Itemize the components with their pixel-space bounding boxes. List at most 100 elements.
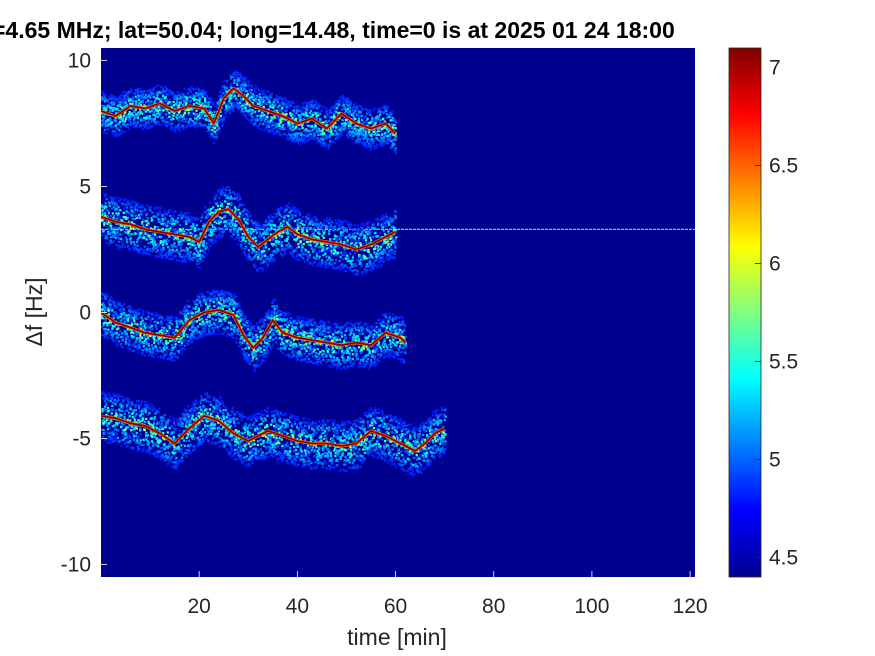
speckle — [161, 256, 164, 259]
speckle — [121, 100, 124, 103]
speckle — [195, 98, 198, 101]
speckle — [328, 143, 331, 146]
speckle — [105, 132, 108, 135]
speckle — [198, 228, 201, 231]
speckle — [137, 114, 140, 117]
speckle — [128, 91, 131, 94]
speckle — [114, 108, 117, 111]
speckle — [316, 264, 319, 267]
speckle — [146, 220, 149, 223]
speckle — [254, 110, 257, 113]
speckle — [243, 217, 246, 221]
speckle — [191, 232, 195, 235]
speckle — [110, 118, 113, 121]
speckle — [354, 102, 357, 105]
speckle — [346, 134, 349, 137]
speckle — [376, 145, 379, 148]
speckle — [206, 246, 209, 249]
speckle — [140, 229, 143, 232]
speckle — [341, 105, 344, 108]
speckle — [101, 308, 103, 311]
speckle — [347, 132, 350, 135]
speckle — [376, 219, 379, 222]
speckle — [262, 96, 265, 99]
speckle — [349, 252, 352, 255]
speckle — [356, 232, 359, 235]
speckle — [153, 240, 156, 243]
speckle — [329, 225, 332, 228]
speckle — [146, 204, 149, 207]
speckle — [129, 122, 132, 125]
speckle — [192, 256, 195, 259]
speckle — [248, 242, 251, 245]
speckle — [111, 199, 114, 202]
speckle — [119, 197, 122, 200]
speckle — [190, 86, 193, 89]
speckle — [274, 103, 277, 106]
speckle — [211, 214, 214, 217]
speckle — [183, 101, 186, 104]
speckle — [369, 144, 373, 147]
speckle — [108, 241, 111, 245]
speckle — [331, 221, 334, 225]
speckle — [379, 118, 382, 122]
speckle — [166, 222, 169, 225]
speckle — [282, 220, 285, 223]
speckle — [291, 100, 294, 103]
speckle — [351, 240, 354, 243]
speckle — [126, 125, 129, 128]
speckle — [220, 106, 223, 110]
speckle — [372, 236, 375, 239]
speckle — [233, 197, 236, 200]
speckle — [163, 90, 166, 93]
speckle — [377, 111, 380, 114]
speckle — [229, 191, 232, 194]
speckle — [304, 106, 307, 109]
speckle — [157, 123, 160, 126]
speckle — [211, 135, 215, 139]
speckle — [108, 324, 111, 327]
speckle — [140, 236, 143, 239]
speckle — [276, 100, 279, 103]
speckle — [394, 137, 398, 140]
speckle — [104, 321, 107, 324]
speckle — [302, 107, 305, 110]
speckle — [248, 233, 252, 237]
speckle — [154, 115, 157, 118]
speckle — [143, 207, 147, 210]
speckle — [338, 98, 341, 101]
speckle — [121, 131, 124, 134]
speckle — [385, 252, 388, 255]
speckle — [287, 101, 290, 104]
speckle — [197, 262, 200, 265]
speckle — [316, 252, 319, 255]
speckle — [273, 109, 276, 112]
speckle — [203, 104, 206, 107]
speckle — [184, 95, 187, 98]
speckle — [357, 120, 360, 123]
speckle — [101, 326, 104, 329]
speckle — [165, 98, 169, 101]
speckle — [131, 99, 135, 102]
speckle — [186, 241, 189, 244]
speckle — [344, 254, 347, 257]
speckle — [359, 258, 362, 261]
speckle — [393, 257, 396, 260]
speckle — [301, 216, 304, 219]
speckle — [298, 134, 301, 137]
speckle — [280, 241, 284, 244]
speckle — [101, 315, 103, 318]
speckle — [274, 234, 277, 237]
speckle — [306, 258, 309, 261]
speckle — [160, 96, 163, 100]
speckle — [188, 217, 191, 220]
speckle — [135, 123, 138, 127]
speckle — [328, 232, 331, 235]
speckle — [321, 139, 324, 142]
speckle — [305, 252, 308, 255]
speckle — [338, 246, 341, 249]
speckle — [201, 110, 204, 113]
speckle — [147, 99, 150, 102]
speckle — [310, 113, 313, 116]
